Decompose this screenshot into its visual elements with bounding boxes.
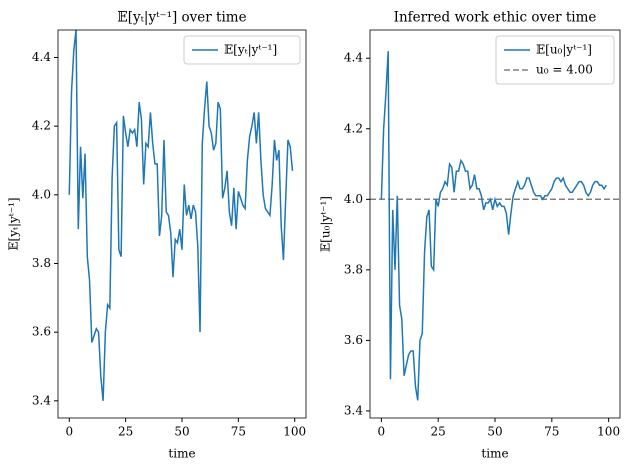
y-tick-label: 3.8 — [32, 256, 51, 270]
y-tick-label: 4.2 — [344, 121, 363, 135]
legend-label: 𝔼[u₀|yᵗ⁻¹] — [536, 43, 592, 57]
series-line — [68, 29, 294, 401]
y-tick-label: 4.2 — [32, 119, 51, 133]
y-tick-label: 4.4 — [32, 50, 51, 64]
x-tick-label: 50 — [174, 425, 189, 439]
x-tick-label: 100 — [283, 425, 306, 439]
series-line — [380, 51, 607, 401]
y-tick-label: 4.0 — [344, 192, 363, 206]
y-tick-label: 3.6 — [344, 333, 363, 347]
subplot: Inferred work ethic over time time 𝔼[u₀|yᵗ… — [319, 10, 621, 461]
y-tick-label: 3.6 — [32, 325, 51, 339]
subplot-title: 𝔼[yₜ|yᵗ⁻¹] over time — [117, 10, 246, 26]
legend-label: u₀ = 4.00 — [536, 63, 593, 77]
y-axis-label: 𝔼[yₜ|yᵗ⁻¹] — [7, 197, 21, 250]
x-tick-label: 50 — [487, 425, 502, 439]
legend-box — [183, 35, 301, 65]
x-axis-label: time — [168, 447, 195, 461]
y-axis-label: 𝔼[u₀|yᵗ⁻¹] — [319, 196, 333, 252]
x-tick-label: 0 — [378, 425, 386, 439]
plot-frame — [57, 29, 307, 419]
x-axis-label: time — [481, 447, 508, 461]
x-tick-label: 75 — [544, 425, 559, 439]
plot-frame — [369, 29, 621, 419]
x-tick-label: 25 — [118, 425, 133, 439]
y-tick-label: 4.0 — [32, 187, 51, 201]
y-tick-label: 4.4 — [344, 51, 363, 65]
x-tick-label: 0 — [65, 425, 73, 439]
y-tick-label: 3.4 — [344, 403, 363, 417]
legend-label: 𝔼[yₜ|yᵗ⁻¹] — [224, 43, 277, 57]
x-tick-label: 100 — [597, 425, 620, 439]
subplot: 𝔼[yₜ|yᵗ⁻¹] over time time 𝔼[yₜ|yᵗ⁻¹] 0 25 50 7… — [7, 10, 307, 461]
y-tick-label: 3.8 — [344, 262, 363, 276]
x-tick-label: 25 — [431, 425, 446, 439]
x-tick-label: 75 — [231, 425, 246, 439]
legend-box — [495, 35, 615, 85]
y-tick-label: 3.4 — [32, 393, 51, 407]
subplot-title: Inferred work ethic over time — [394, 10, 597, 26]
